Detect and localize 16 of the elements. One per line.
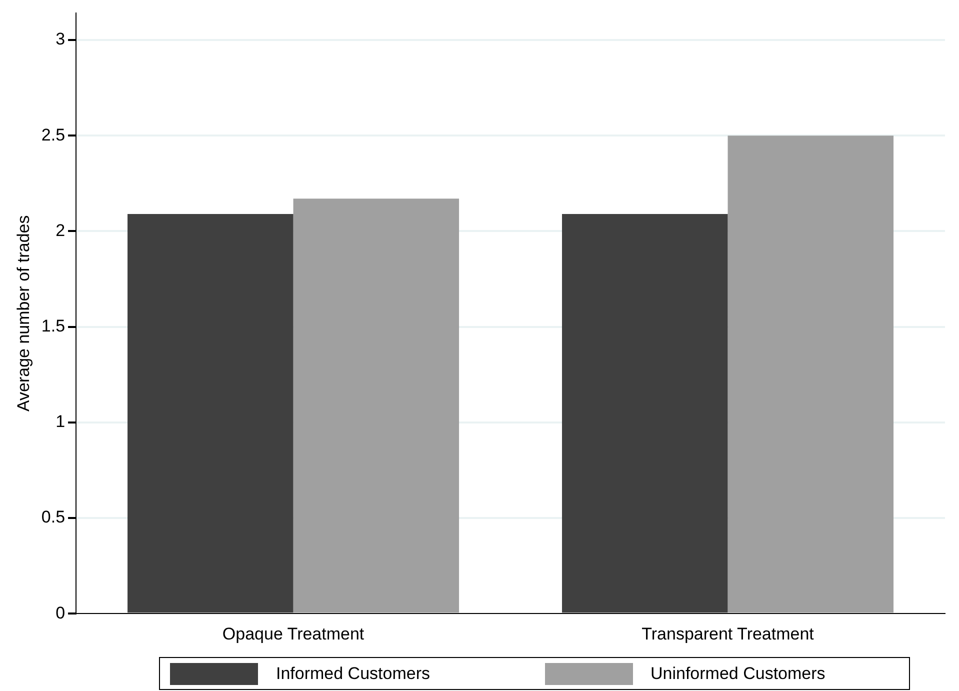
text: Uninformed Customers [650,664,826,684]
y-axis-title: Average number of trades [14,215,33,412]
bar [728,136,894,613]
text: Informed Customers [276,664,430,684]
y-tick-label: 2.5 [41,125,66,144]
x-tick-label: Opaque Treatment [222,624,364,644]
bar [128,214,294,613]
bar [562,214,728,613]
y-tick-label: 2 [56,220,66,240]
x-tick-label: Transparent Treatment [642,624,814,644]
y-tick-label: 0 [56,603,66,622]
y-tick-label: 3 [56,30,66,49]
bar [293,198,460,613]
y-tick-label: 1.5 [41,316,66,336]
y-tick-label: 1 [56,412,66,432]
y-tick-label: 0.5 [41,508,66,527]
